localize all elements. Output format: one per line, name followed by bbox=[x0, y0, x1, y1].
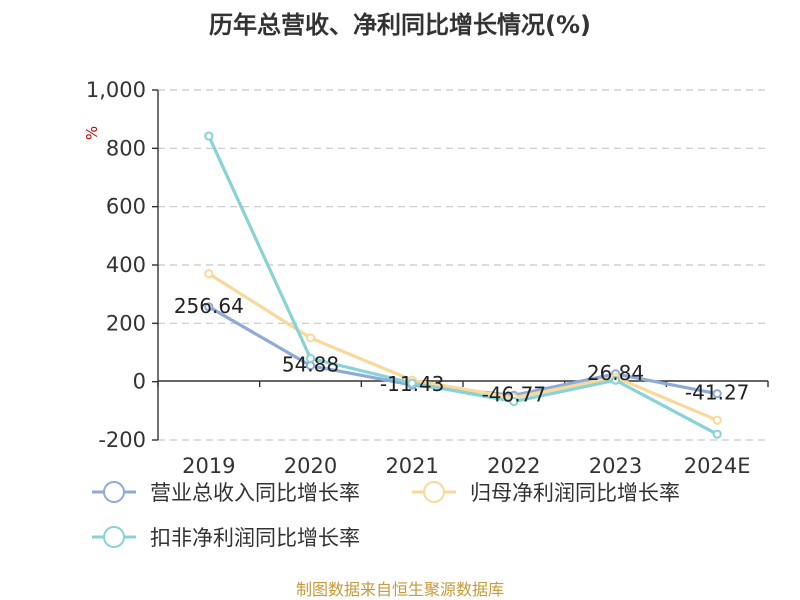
axes: -200 0 200 400 600 800 1,000 2019 2020 2021 2022 20… bbox=[86, 78, 769, 478]
source-note: 制图数据来自恒生聚源数据库 bbox=[296, 580, 504, 599]
data-point bbox=[712, 389, 722, 399]
x-tick-label: 2021 bbox=[385, 454, 438, 478]
y-unit-label: % bbox=[83, 126, 101, 140]
data-point bbox=[204, 131, 214, 141]
data-point bbox=[305, 333, 316, 343]
data-point bbox=[610, 375, 621, 385]
legend-label: 归母净利润同比增长率 bbox=[470, 481, 680, 505]
chart-title: 历年总营收、净利同比增长情况(%) bbox=[209, 11, 591, 39]
x-tick-label: 2023 bbox=[589, 454, 642, 478]
data-label: -46.77 bbox=[482, 382, 546, 406]
y-tick-label: 1,000 bbox=[86, 78, 146, 102]
legend-marker bbox=[423, 481, 445, 503]
legend-label: 营业总收入同比增长率 bbox=[150, 481, 360, 505]
data-labels: 256.64 54.88 -11.43 -46.77 26.84 -41.27 bbox=[174, 294, 750, 406]
y-tick-label: 800 bbox=[106, 136, 146, 160]
data-point bbox=[407, 378, 417, 388]
data-point bbox=[509, 396, 519, 407]
data-point bbox=[712, 415, 722, 425]
y-tick-label: 600 bbox=[106, 195, 146, 219]
series-line bbox=[207, 272, 718, 422]
legend-marker bbox=[103, 526, 125, 548]
x-tick-label: 2019 bbox=[182, 454, 235, 478]
x-tick-label: 2024E bbox=[684, 454, 751, 478]
data-label: -41.27 bbox=[685, 381, 749, 405]
data-point bbox=[204, 302, 214, 312]
data-point bbox=[305, 353, 316, 363]
y-tick-label: 0 bbox=[133, 370, 146, 394]
data-label: -11.43 bbox=[380, 372, 444, 396]
series-line bbox=[207, 135, 718, 436]
data-label: 256.64 bbox=[174, 294, 244, 318]
x-tick-label: 2020 bbox=[284, 454, 337, 478]
data-point bbox=[204, 269, 214, 279]
x-tick-label: 2022 bbox=[487, 454, 540, 478]
data-point bbox=[712, 429, 722, 439]
y-tick-label: 400 bbox=[106, 253, 146, 277]
data-label: 54.88 bbox=[282, 353, 339, 377]
legend-item[interactable]: 营业总收入同比增长率 bbox=[92, 481, 360, 505]
legend-marker bbox=[103, 481, 125, 503]
y-tick-label: 200 bbox=[106, 311, 146, 335]
y-tick-label: -200 bbox=[98, 428, 146, 452]
series-lines bbox=[204, 131, 722, 439]
legend-item[interactable]: 归母净利润同比增长率 bbox=[412, 481, 680, 505]
grid bbox=[158, 89, 768, 441]
legend-label: 扣非净利润同比增长率 bbox=[150, 526, 360, 550]
legend-item[interactable]: 扣非净利润同比增长率 bbox=[92, 526, 360, 550]
data-label: 26.84 bbox=[587, 361, 644, 385]
